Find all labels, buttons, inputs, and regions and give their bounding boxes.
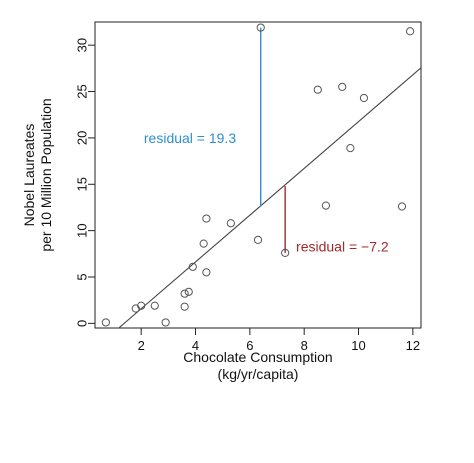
data-point	[397, 202, 407, 211]
x-tick-label: 4	[192, 338, 199, 353]
residual-label: residual = −7.2	[296, 238, 389, 254]
y-tick-label: 0	[75, 320, 90, 327]
y-axis-label-units: per 10 Million Population	[38, 98, 54, 251]
data-point	[253, 235, 263, 245]
y-axis: 0 5 10 15 20 25 30	[75, 38, 95, 327]
data-point	[321, 201, 331, 210]
residual-label: residual = 19.3	[144, 130, 236, 146]
y-tick-label: 20	[75, 131, 90, 145]
y-axis-label: Nobel Laureates	[21, 124, 37, 227]
y-tick-label: 15	[75, 177, 90, 191]
y-tick-label: 25	[75, 84, 90, 98]
data-point	[184, 287, 193, 296]
data-point	[199, 239, 208, 248]
regression-line	[117, 67, 421, 328]
data-point	[406, 27, 415, 36]
data-point	[202, 268, 211, 277]
data-point	[180, 302, 189, 311]
data-point	[226, 219, 235, 228]
data-point	[256, 23, 265, 32]
x-tick-label: 12	[406, 338, 420, 353]
data-point	[150, 301, 159, 310]
data-point	[359, 93, 369, 103]
data-point	[188, 262, 197, 271]
y-tick-label: 10	[75, 223, 90, 237]
data-point	[137, 301, 146, 310]
data-point	[161, 318, 170, 327]
residuals-group: residual = 19.3 residual = −7.2	[144, 27, 389, 254]
data-point	[313, 85, 322, 94]
data-point	[101, 318, 110, 327]
plot-frame	[94, 21, 422, 329]
data-point	[202, 214, 211, 223]
data-points	[101, 23, 415, 327]
x-tick-label: 8	[301, 338, 308, 353]
data-point	[346, 144, 355, 153]
data-point	[281, 248, 290, 257]
x-axis: 2 4 6 8 10 12	[138, 328, 420, 353]
y-tick-label: 5	[75, 273, 90, 280]
x-tick-label: 10	[351, 338, 365, 353]
data-point	[180, 289, 189, 298]
data-point	[338, 82, 347, 92]
x-tick-label: 2	[138, 338, 145, 353]
x-axis-label-units: (kg/yr/capita)	[218, 366, 299, 382]
x-axis-label: Chocolate Consumption	[183, 349, 332, 365]
y-tick-label: 30	[75, 38, 90, 52]
x-tick-label: 6	[246, 338, 253, 353]
regression-line-group	[117, 67, 421, 328]
